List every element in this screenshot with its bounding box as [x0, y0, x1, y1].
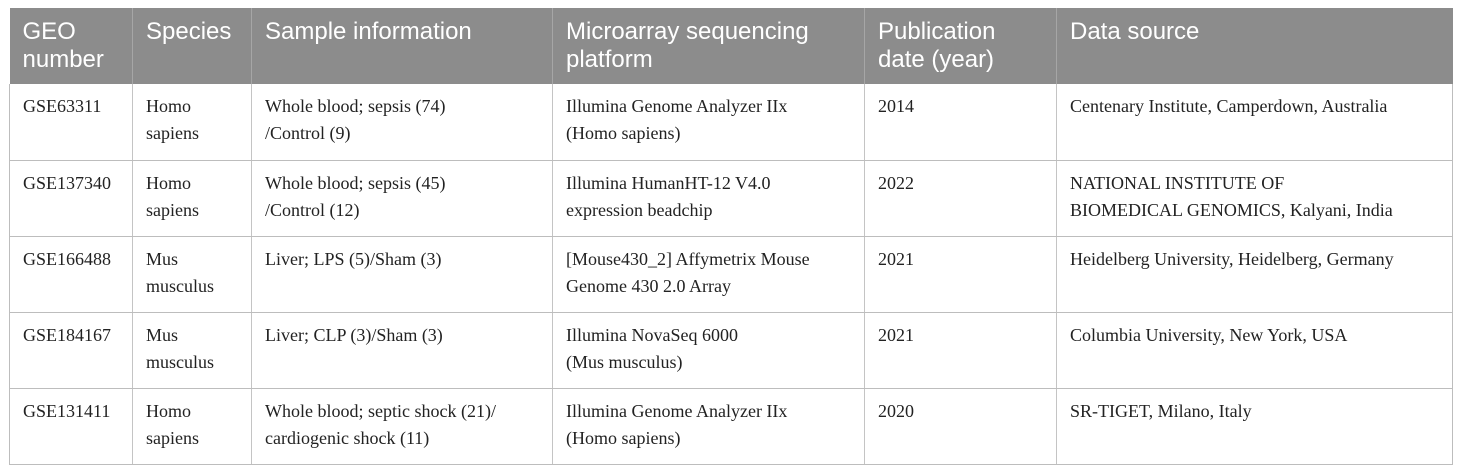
cell-publication-date: 2021 — [864, 312, 1057, 389]
header-species: Species — [132, 8, 252, 84]
cell-platform: Illumina NovaSeq 6000 (Mus musculus) — [552, 312, 865, 389]
cell-publication-date: 2014 — [864, 84, 1057, 161]
cell-publication-date: 2020 — [864, 388, 1057, 465]
cell-data-source: NATIONAL INSTITUTE OF BIOMEDICAL GENOMIC… — [1056, 160, 1453, 237]
table-body: GSE63311 Homo sapiens Whole blood; sepsi… — [9, 84, 1453, 465]
cell-platform: [Mouse430_2] Affymetrix Mouse Genome 430… — [552, 236, 865, 313]
cell-sample-information: Whole blood; sepsis (74) /Control (9) — [251, 84, 553, 161]
geo-datasets-table: GEO number Species Sample information Mi… — [9, 8, 1453, 465]
table-row: GSE63311 Homo sapiens Whole blood; sepsi… — [9, 84, 1453, 161]
cell-species: Mus musculus — [132, 312, 252, 389]
cell-data-source: Columbia University, New York, USA — [1056, 312, 1453, 389]
header-geo-number: GEO number — [9, 8, 133, 84]
header-publication-date: Publication date (year) — [864, 8, 1057, 84]
cell-sample-information: Whole blood; septic shock (21)/ cardioge… — [251, 388, 553, 465]
cell-sample-information: Whole blood; sepsis (45) /Control (12) — [251, 160, 553, 237]
cell-platform: Illumina Genome Analyzer IIx (Homo sapie… — [552, 84, 865, 161]
cell-species: Homo sapiens — [132, 84, 252, 161]
table-row: GSE184167 Mus musculus Liver; CLP (3)/Sh… — [9, 312, 1453, 389]
cell-data-source: Centenary Institute, Camperdown, Austral… — [1056, 84, 1453, 161]
table-row: GSE137340 Homo sapiens Whole blood; seps… — [9, 160, 1453, 237]
table-row: GSE131411 Homo sapiens Whole blood; sept… — [9, 388, 1453, 465]
cell-publication-date: 2022 — [864, 160, 1057, 237]
cell-geo-number: GSE137340 — [9, 160, 133, 237]
cell-geo-number: GSE63311 — [9, 84, 133, 161]
cell-species: Homo sapiens — [132, 388, 252, 465]
cell-geo-number: GSE131411 — [9, 388, 133, 465]
cell-platform: Illumina HumanHT-12 V4.0 expression bead… — [552, 160, 865, 237]
cell-sample-information: Liver; LPS (5)/Sham (3) — [251, 236, 553, 313]
cell-species: Mus musculus — [132, 236, 252, 313]
cell-data-source: Heidelberg University, Heidelberg, Germa… — [1056, 236, 1453, 313]
cell-species: Homo sapiens — [132, 160, 252, 237]
cell-geo-number: GSE166488 — [9, 236, 133, 313]
cell-sample-information: Liver; CLP (3)/Sham (3) — [251, 312, 553, 389]
table-header: GEO number Species Sample information Mi… — [9, 8, 1453, 84]
header-microarray-platform: Microarray sequencing platform — [552, 8, 865, 84]
header-sample-information: Sample information — [251, 8, 553, 84]
table-row: GSE166488 Mus musculus Liver; LPS (5)/Sh… — [9, 236, 1453, 313]
header-data-source: Data source — [1056, 8, 1453, 84]
cell-geo-number: GSE184167 — [9, 312, 133, 389]
header-row: GEO number Species Sample information Mi… — [9, 8, 1453, 84]
cell-platform: Illumina Genome Analyzer IIx (Homo sapie… — [552, 388, 865, 465]
cell-publication-date: 2021 — [864, 236, 1057, 313]
cell-data-source: SR-TIGET, Milano, Italy — [1056, 388, 1453, 465]
